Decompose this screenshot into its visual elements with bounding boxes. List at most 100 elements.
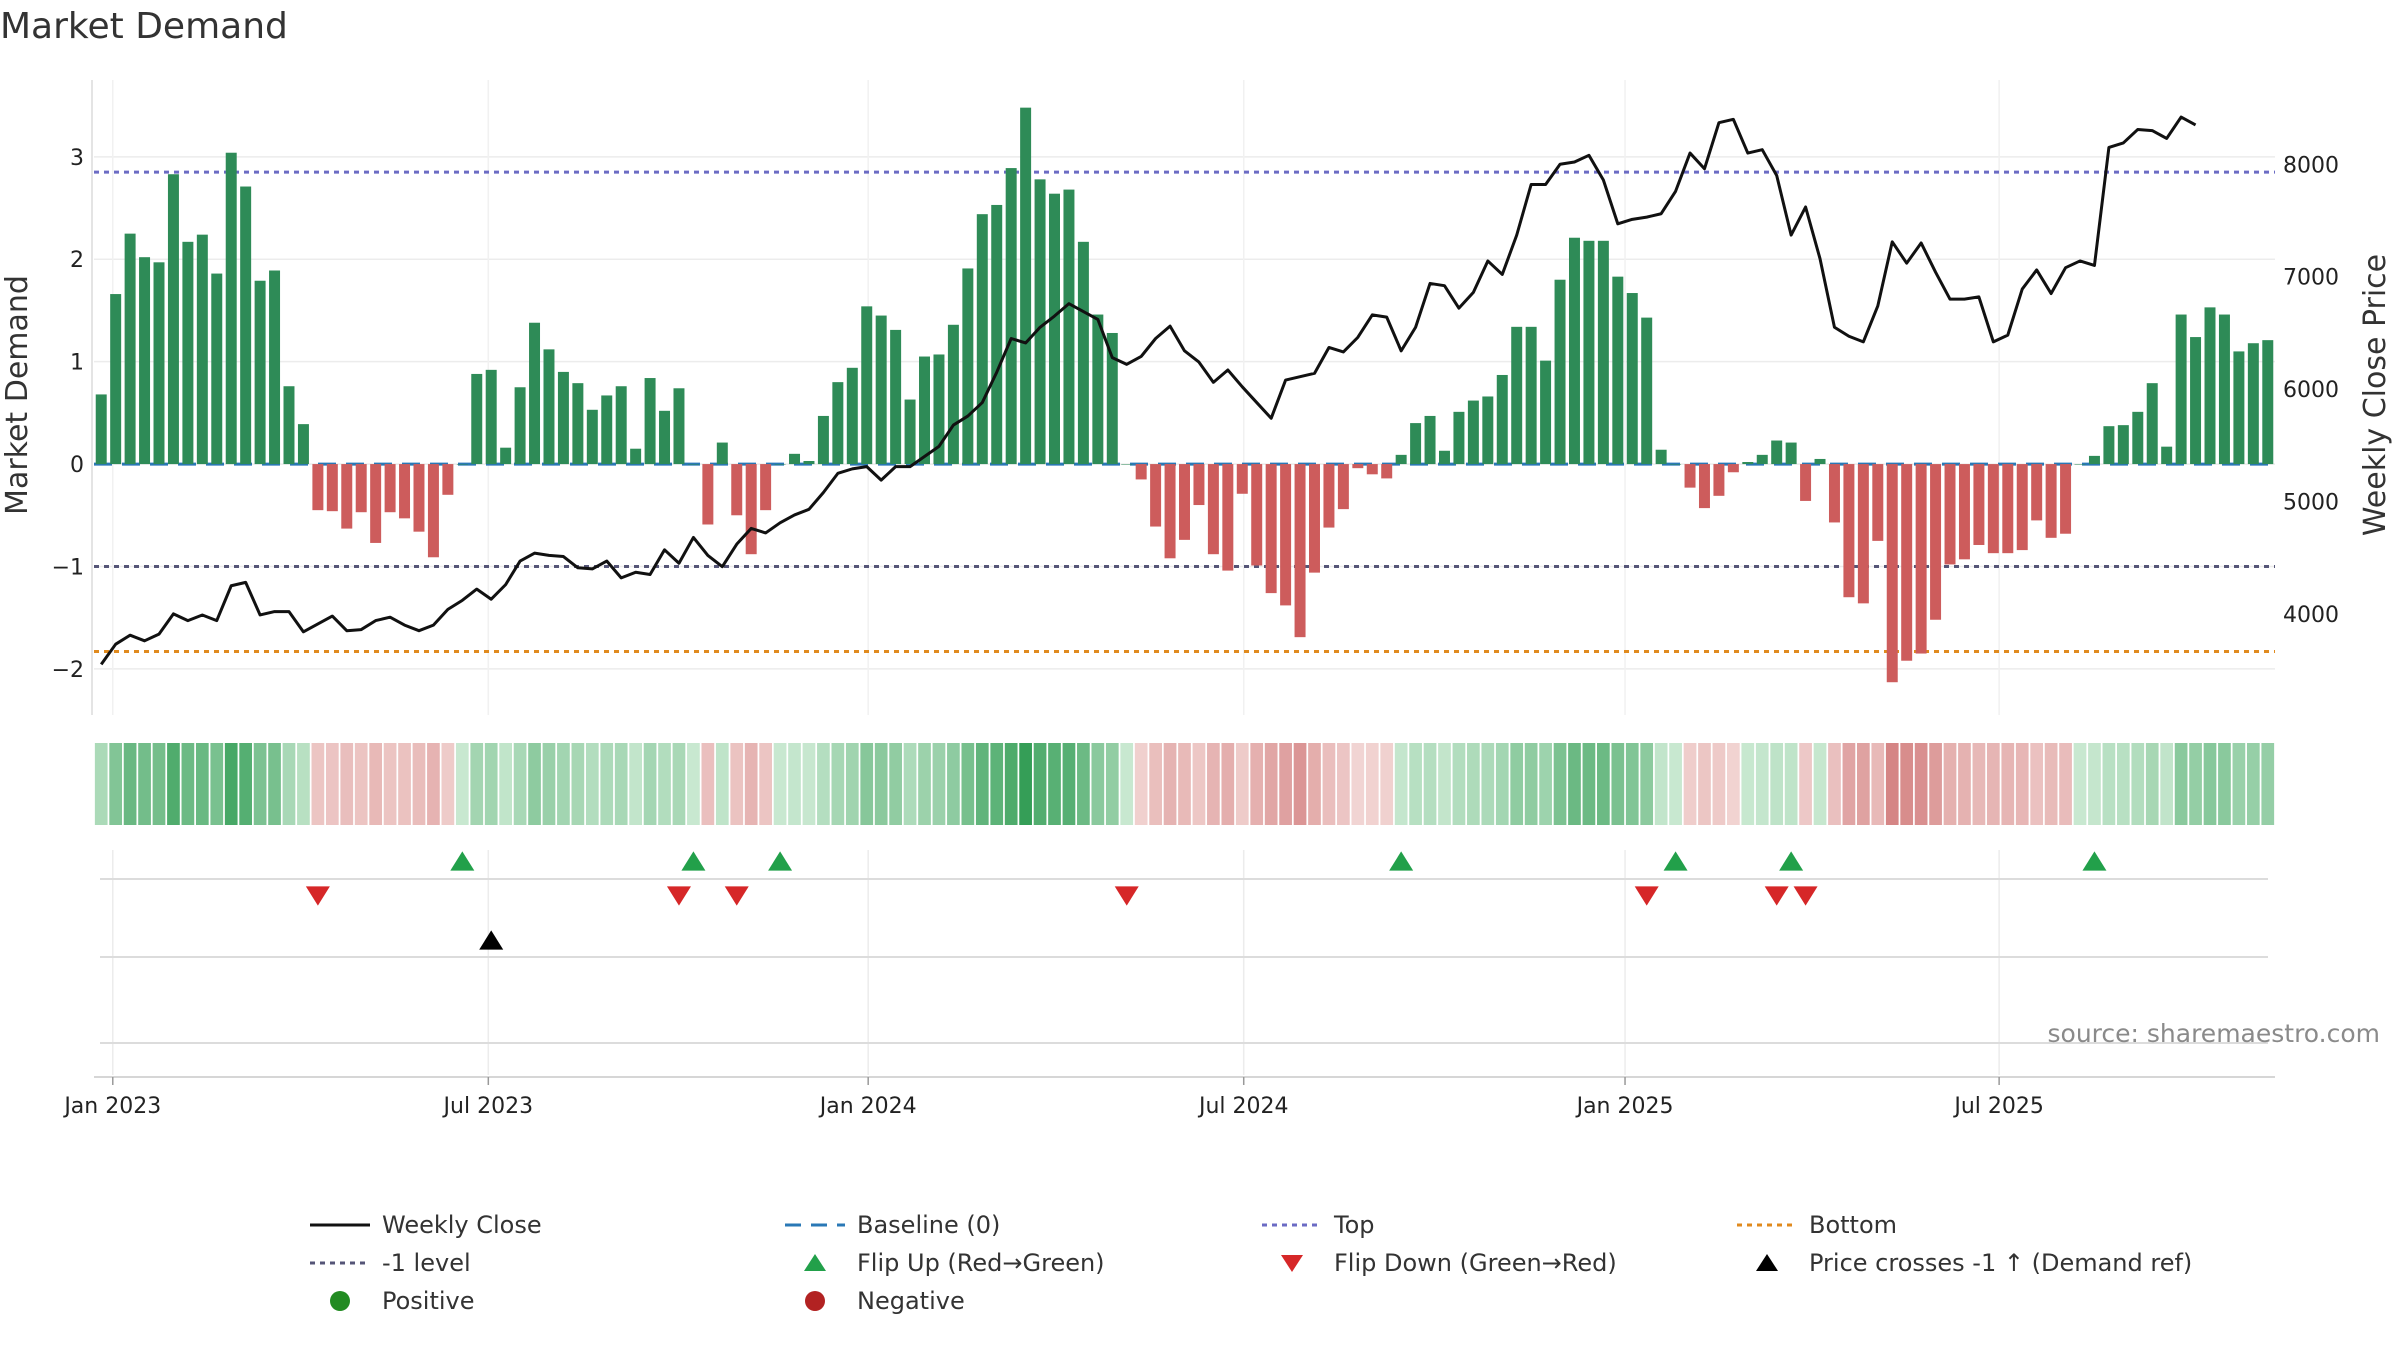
- y2-tick-label: 6000: [2283, 378, 2339, 403]
- demand-bar: [1612, 276, 1624, 465]
- demand-bar: [384, 464, 396, 513]
- demand-bar: [1280, 464, 1292, 606]
- heat-cell: [2059, 743, 2072, 825]
- heat-cell: [1423, 743, 1437, 825]
- heat-cell: [1250, 743, 1264, 825]
- demand-bar: [2002, 464, 2014, 554]
- demand-bar: [1294, 464, 1306, 638]
- heat-cell: [1178, 743, 1191, 825]
- heat-cell: [1481, 743, 1495, 825]
- demand-bar: [615, 386, 627, 465]
- heat-cell: [744, 743, 758, 825]
- heat-cell: [629, 743, 642, 825]
- heat-cell: [1741, 743, 1755, 825]
- demand-bar: [355, 464, 367, 513]
- y2-tick-label: 4000: [2283, 603, 2339, 628]
- heat-cell: [2246, 743, 2260, 825]
- heat-cell: [1495, 743, 1509, 825]
- main-grid: [91, 80, 2275, 715]
- demand-bar: [1727, 464, 1739, 473]
- flip-down-marker: [666, 886, 691, 906]
- heat-cell: [1394, 743, 1408, 825]
- demand-bar: [110, 294, 122, 465]
- legend-label: Bottom: [1809, 1211, 1897, 1239]
- x-tick-label: Jan 2024: [818, 1094, 917, 1119]
- heat-cell: [1120, 743, 1134, 825]
- y-axis-label: Market Demand: [0, 275, 35, 515]
- heat-cell: [1279, 743, 1292, 825]
- heat-cell: [2232, 743, 2246, 825]
- demand-heat-strip: [94, 743, 2275, 825]
- heat-cell: [1842, 743, 1856, 825]
- heat-cell: [2015, 743, 2029, 825]
- heat-cell: [1986, 743, 2000, 825]
- demand-bar: [240, 186, 252, 465]
- demand-bar: [933, 354, 945, 465]
- source-credit: source: sharemaestro.com: [2048, 1019, 2381, 1048]
- demand-bar: [1063, 189, 1075, 465]
- heat-cell: [2073, 743, 2087, 825]
- demand-bar: [1496, 374, 1508, 465]
- heat-cell: [1149, 743, 1162, 825]
- demand-bar: [529, 322, 541, 465]
- heat-cell: [1712, 743, 1726, 825]
- flip-up-marker: [450, 851, 475, 871]
- heat-cell: [282, 743, 296, 825]
- demand-bar: [557, 371, 569, 465]
- heat-cell: [195, 743, 209, 825]
- demand-bar: [861, 306, 873, 465]
- demand-bar: [1958, 464, 1970, 560]
- heat-cell: [210, 743, 224, 825]
- heat-cell: [268, 743, 281, 825]
- heat-cell: [1048, 743, 1061, 825]
- demand-bar: [1049, 193, 1060, 465]
- heat-cell: [730, 743, 744, 825]
- demand-bar: [399, 464, 411, 519]
- demand-bar: [514, 387, 526, 465]
- demand-bar: [2262, 340, 2274, 465]
- demand-bar: [442, 464, 454, 495]
- demand-bar: [673, 388, 685, 465]
- demand-bar: [2146, 383, 2158, 465]
- demand-bar: [1915, 464, 1927, 654]
- demand-bar: [269, 270, 281, 465]
- demand-bar: [326, 464, 338, 512]
- x-tick-label: Jul 2025: [1952, 1094, 2044, 1119]
- weekly-close-line: [99, 115, 2197, 666]
- demand-bar: [1814, 458, 1826, 465]
- demand-bar: [1207, 464, 1219, 555]
- demand-bar: [572, 383, 584, 465]
- flip-up-marker: [2082, 851, 2107, 871]
- demand-bar: [1020, 107, 1032, 465]
- demand-bar: [1973, 464, 1985, 545]
- heat-cell: [889, 743, 902, 825]
- demand-bar: [1150, 464, 1162, 527]
- demand-bar: [1857, 464, 1869, 604]
- heat-cell: [2203, 743, 2217, 825]
- heat-cell: [788, 743, 801, 825]
- heat-cell: [297, 743, 310, 825]
- legend-label: Baseline (0): [857, 1211, 1000, 1239]
- heat-cell: [1351, 743, 1365, 825]
- flip-down-marker: [1634, 886, 1659, 906]
- heat-cell: [1033, 743, 1047, 825]
- demand-bar: [1251, 464, 1263, 566]
- demand-bar: [1395, 454, 1407, 465]
- demand-bar: [1800, 464, 1812, 501]
- demand-bar: [832, 382, 844, 465]
- heat-cell: [152, 743, 166, 825]
- demand-bar: [1670, 464, 1682, 465]
- demand-bar: [659, 410, 671, 465]
- heat-cell: [2174, 743, 2188, 825]
- demand-bar: [1886, 464, 1898, 683]
- heat-cell: [802, 743, 816, 825]
- flip-down-marker: [724, 886, 749, 906]
- demand-bar: [471, 373, 483, 465]
- demand-bar: [2233, 351, 2245, 465]
- y-axis-ticks: −2 −1 0 1 2 3: [52, 146, 84, 683]
- legend-label: Price crosses -1 ↑ (Demand ref): [1809, 1249, 2192, 1277]
- demand-bar: [890, 329, 902, 465]
- demand-bar: [1626, 293, 1638, 465]
- demand-bar: [139, 257, 151, 465]
- heat-cell: [2145, 743, 2159, 825]
